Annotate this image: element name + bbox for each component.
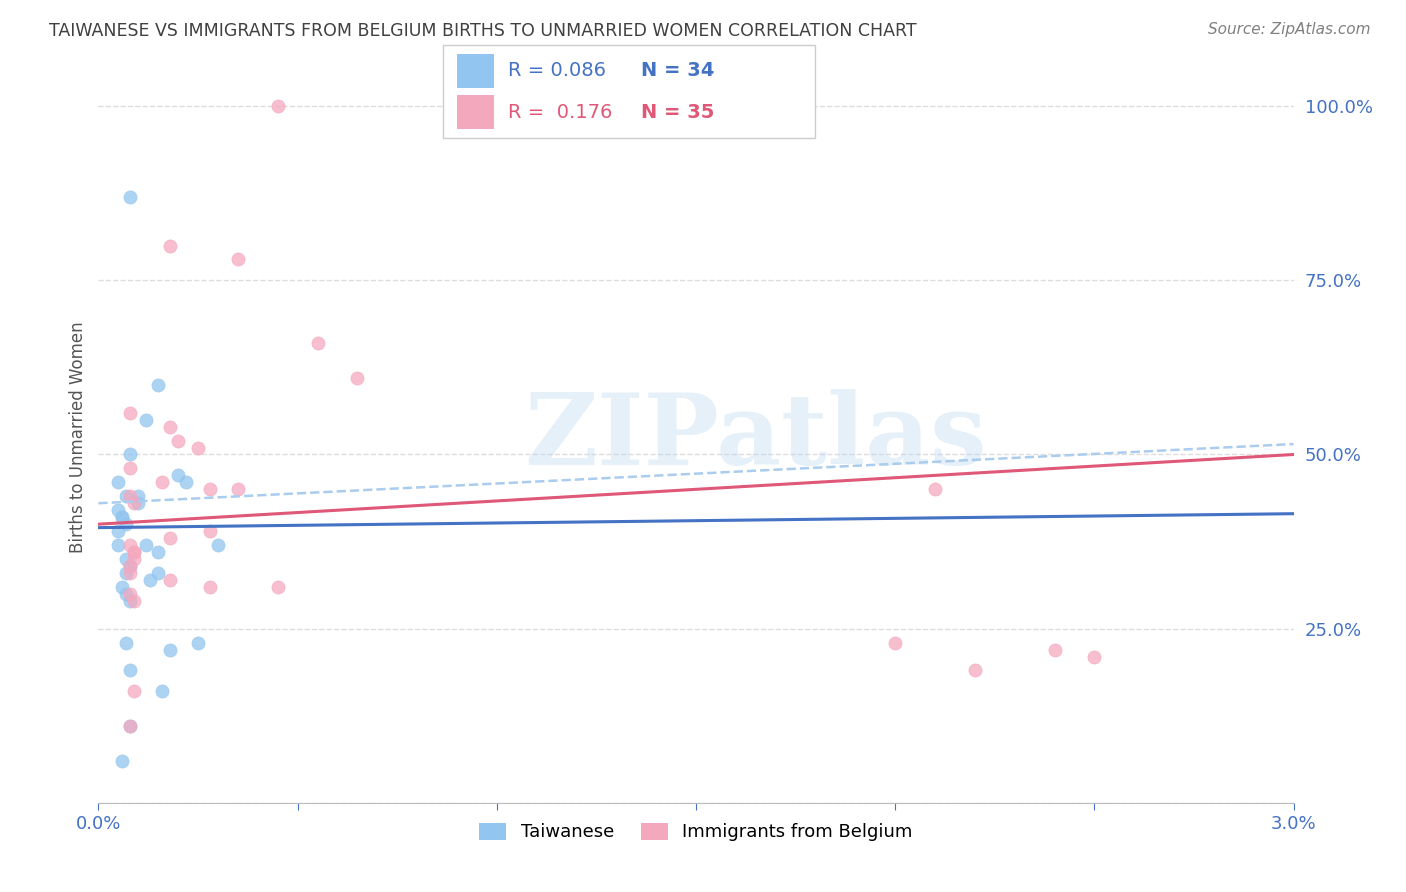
- Point: [150, 684, 173, 698]
- Point: [159, 573, 181, 587]
- Point: [120, 566, 142, 580]
- Point: [159, 642, 181, 657]
- Point: [124, 496, 146, 510]
- Point: [139, 573, 162, 587]
- Text: N = 35: N = 35: [641, 103, 714, 121]
- Point: [107, 538, 129, 552]
- Point: [148, 566, 170, 580]
- Point: [127, 496, 149, 510]
- Point: [198, 580, 221, 594]
- Point: [124, 684, 146, 698]
- Point: [226, 252, 249, 267]
- Point: [924, 483, 946, 497]
- Point: [115, 517, 138, 532]
- Text: Source: ZipAtlas.com: Source: ZipAtlas.com: [1208, 22, 1371, 37]
- Point: [107, 524, 129, 538]
- Point: [111, 754, 134, 768]
- Point: [159, 531, 181, 545]
- Point: [111, 580, 134, 594]
- Point: [307, 336, 329, 351]
- Point: [115, 489, 138, 503]
- Point: [884, 635, 907, 649]
- Point: [120, 719, 142, 733]
- Legend: Taiwanese, Immigrants from Belgium: Taiwanese, Immigrants from Belgium: [472, 815, 920, 848]
- Point: [198, 483, 221, 497]
- Text: R =  0.176: R = 0.176: [508, 103, 612, 121]
- Point: [226, 483, 249, 497]
- Point: [135, 538, 157, 552]
- Point: [174, 475, 197, 490]
- Point: [167, 468, 190, 483]
- Point: [346, 371, 368, 385]
- Point: [267, 99, 290, 113]
- Point: [120, 489, 142, 503]
- Point: [120, 538, 142, 552]
- Point: [115, 566, 138, 580]
- Point: [150, 475, 173, 490]
- Y-axis label: Births to Unmarried Women: Births to Unmarried Women: [69, 321, 87, 553]
- Point: [127, 489, 149, 503]
- Point: [124, 545, 146, 559]
- Point: [120, 190, 142, 204]
- Point: [120, 558, 142, 573]
- Point: [124, 594, 146, 608]
- Point: [148, 377, 170, 392]
- Point: [1083, 649, 1105, 664]
- Point: [187, 441, 209, 455]
- Point: [120, 587, 142, 601]
- Point: [115, 552, 138, 566]
- Point: [124, 545, 146, 559]
- Point: [115, 587, 138, 601]
- Point: [120, 448, 142, 462]
- Text: TAIWANESE VS IMMIGRANTS FROM BELGIUM BIRTHS TO UNMARRIED WOMEN CORRELATION CHART: TAIWANESE VS IMMIGRANTS FROM BELGIUM BIR…: [49, 22, 917, 40]
- Point: [198, 524, 221, 538]
- Point: [120, 406, 142, 420]
- Point: [124, 552, 146, 566]
- Point: [107, 475, 129, 490]
- Point: [115, 635, 138, 649]
- Point: [159, 419, 181, 434]
- Point: [963, 664, 986, 678]
- Point: [148, 545, 170, 559]
- Point: [107, 503, 129, 517]
- Point: [1043, 642, 1066, 657]
- Point: [120, 558, 142, 573]
- Point: [120, 664, 142, 678]
- Point: [207, 538, 229, 552]
- Point: [120, 461, 142, 475]
- Text: R = 0.086: R = 0.086: [508, 62, 606, 80]
- Point: [120, 594, 142, 608]
- Point: [159, 238, 181, 252]
- Point: [167, 434, 190, 448]
- Text: N = 34: N = 34: [641, 62, 714, 80]
- Point: [135, 412, 157, 426]
- Point: [187, 635, 209, 649]
- Point: [111, 510, 134, 524]
- Text: ZIPatlas: ZIPatlas: [524, 389, 987, 485]
- Point: [120, 719, 142, 733]
- Point: [267, 580, 290, 594]
- Point: [111, 510, 134, 524]
